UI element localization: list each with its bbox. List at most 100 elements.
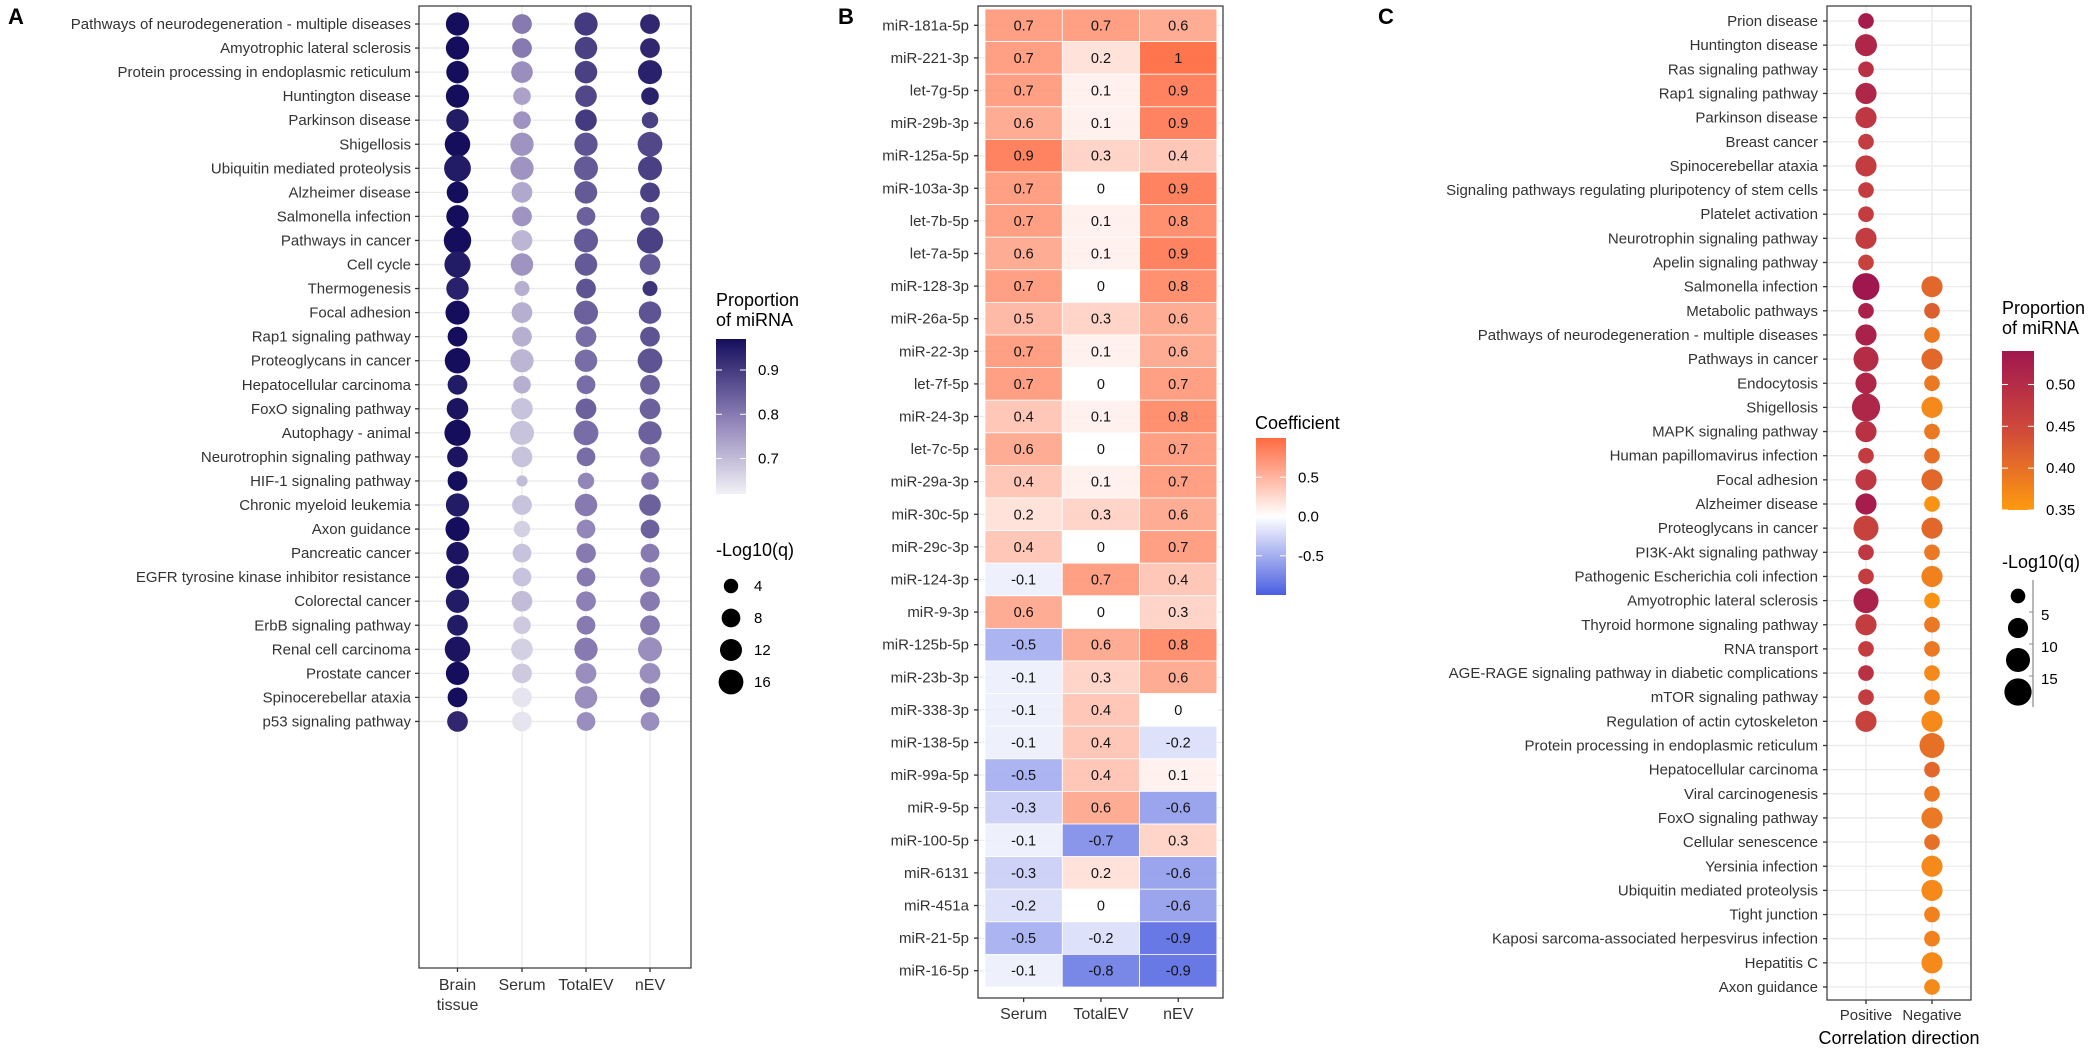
cell-value-label: -0.1 [1011,573,1036,589]
heatmap-cell [1061,530,1141,564]
dot-point [512,38,532,58]
y-tick-label: Thermogenesis [308,281,411,298]
size-legend-label: 8 [754,610,762,627]
size-legend-dot [718,669,744,695]
dot-point-negative [1924,906,1940,923]
y-tick-label: Rap1 signaling pathway [252,329,412,346]
heatmap-cell [984,888,1063,923]
dot-point [510,156,534,180]
column-label: Serum [1000,1006,1047,1023]
dot-point [576,447,596,467]
y-tick-label: MAPK signaling pathway [1652,424,1818,441]
colorbar-tick-label: 0.9 [758,362,779,379]
colorbar-tick-label: 0.40 [2046,460,2075,477]
y-tick-label: p53 signaling pathway [263,713,412,730]
cell-value-label: 0.7 [1014,84,1034,100]
dot-point [512,495,532,515]
y-tick-label: Yersinia infection [1705,858,1818,875]
cell-value-label: -0.9 [1166,964,1191,980]
dot-point [576,543,596,563]
colorbar-tick-label: -0.5 [1298,548,1324,565]
heatmap-cell [1139,8,1218,42]
dot-point [640,712,660,731]
y-tick-label: Metabolic pathways [1686,303,1818,320]
y-tick-label: ErbB signaling pathway [254,617,411,634]
dot-point [513,87,531,105]
heatmap-cell [1061,269,1141,303]
heatmap-cell [1061,367,1141,401]
heatmap-cell [984,138,1063,173]
heatmap-cell [1061,334,1141,368]
dot-point [637,60,663,85]
dot-point [640,326,660,347]
dot-point [574,132,598,156]
heatmap-cell [984,497,1063,531]
legend-title: of miRNA [716,310,793,330]
plot-border [418,5,692,969]
colorbar [716,339,746,494]
heatmap-cell [984,823,1063,857]
y-tick-label: Pathways in cancer [1688,351,1818,368]
dot-point [574,36,598,60]
dot-point [511,638,533,661]
dot-point-negative [1921,807,1943,829]
y-tick-label: Cell cycle [347,257,411,274]
size-legend-dot [723,578,739,594]
dot-point [637,156,663,181]
dot-point [510,132,534,156]
y-tick-label: Cellular senescence [1683,834,1818,851]
cell-value-label: 0 [1174,703,1182,719]
heatmap-cell [1139,497,1218,531]
dot-point-negative [1921,348,1943,370]
y-tick-label: Ubiquitin mediated proteolysis [211,160,411,177]
dot-point [638,421,662,445]
dot-point-positive [1853,588,1879,614]
dot-point [513,520,531,538]
dot-point-positive [1858,689,1874,706]
y-tick-label: Renal cell carcinoma [272,641,412,658]
dot-point-negative [1921,469,1943,491]
dot-point-negative [1924,496,1940,512]
dot-point [640,591,660,612]
dot-point [574,493,598,517]
cell-value-label: 0.1 [1091,247,1111,263]
heatmap-cell [1139,856,1218,890]
dot-point [511,590,533,612]
row-label: miR-30c-5p [891,506,969,523]
panel-c-dot-plot: Prion disease Huntington disease Ras signa… [1446,5,2085,1048]
heatmap-cell [1061,236,1141,271]
cell-value-label: 0.1 [1091,344,1111,360]
y-tick-label: Pathways of neurodegeneration - multiple… [71,16,411,33]
heatmap-cell [1139,562,1218,597]
panel-label-a: A [8,4,24,29]
y-tick-label: Hepatitis C [1745,955,1819,972]
row-label: miR-124-3p [891,572,969,589]
dot-point [573,420,599,446]
size-legend-title: -Log10(q) [2002,552,2080,572]
dot-point [447,711,468,732]
dot-point [638,301,662,324]
row-label: miR-100-5p [891,832,969,849]
dot-point-positive [1858,133,1874,150]
dot-point [511,181,533,203]
cell-value-label: 0.2 [1014,507,1034,523]
cell-value-label: -0.5 [1011,638,1036,654]
dot-point [512,543,532,563]
heatmap-cell [1139,41,1218,75]
heatmap-cell [1061,8,1141,42]
dot-point [445,661,470,685]
y-tick-label: FoxO signaling pathway [251,401,412,418]
panel-label-c: C [1378,4,1394,29]
dot-point-positive [1855,155,1877,177]
colorbar-tick-label: 0.50 [2046,376,2075,393]
y-tick-label: Parkinson disease [1695,110,1818,127]
x-tick-label: tissue [437,997,479,1014]
dot-point [639,398,661,420]
dot-point [574,349,598,372]
heatmap-cell [984,73,1063,108]
y-tick-label: Protein processing in endoplasmic reticu… [1525,738,1818,755]
size-legend-label: 5 [2041,607,2049,624]
dot-point-negative [1924,979,1940,995]
cell-value-label: 0.3 [1168,605,1188,621]
dot-point-positive [1855,420,1877,443]
